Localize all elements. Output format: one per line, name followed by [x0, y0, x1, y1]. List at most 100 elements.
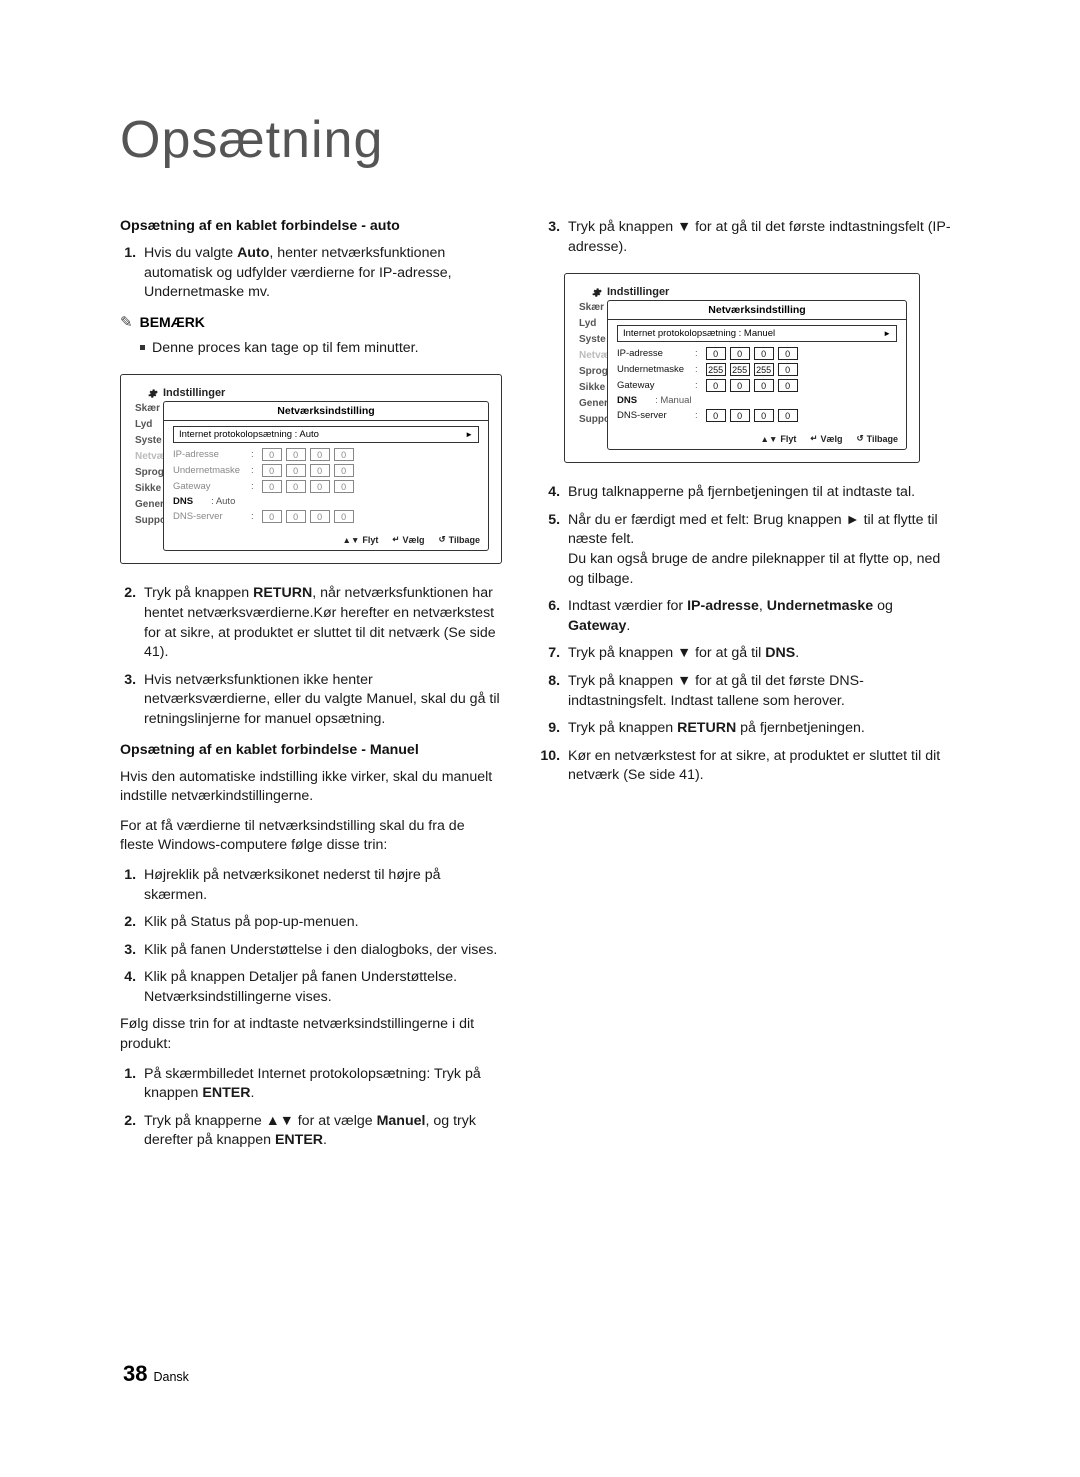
figure-panel: Netværksindstilling Internet protokolops… — [607, 300, 907, 450]
ip-row: IP-adresse:0000 — [173, 448, 479, 461]
ip-octet: 0 — [754, 347, 774, 360]
enter-icon: ↵ — [392, 534, 399, 545]
gear-icon — [591, 287, 602, 298]
figure-settings-manual: Indstillinger SkærLydSysteNetvæSprogSikk… — [564, 273, 920, 463]
ip-row: Undernetmaske:2552552550 — [617, 363, 897, 376]
footer-select: Vælg — [403, 535, 425, 545]
body-text: Følg disse trin for at indtaste netværks… — [120, 1015, 502, 1054]
list-item: Tryk på knapperne ▲▼ for at vælge Manuel… — [140, 1112, 502, 1151]
list-item: Klik på knappen Detaljer på fanen Unders… — [140, 968, 502, 1007]
ip-octet: 0 — [310, 448, 330, 461]
ip-octet: 0 — [262, 510, 282, 523]
dns-server-row: DNS-server:0000 — [173, 510, 479, 523]
list-item: Brug talknapperne på fjernbetjeningen ti… — [564, 483, 952, 503]
text: . — [323, 1132, 327, 1148]
footer-back: Tilbage — [449, 535, 480, 545]
updown-icon: ▲▼ — [761, 434, 778, 444]
panel-heading: Netværksindstilling — [608, 301, 906, 320]
return-icon: ↺ — [439, 534, 446, 545]
ip-octet: 0 — [730, 409, 750, 422]
note-label: BEMÆRK — [140, 314, 205, 330]
list-item: Højreklik på netværksikonet nederst til … — [140, 866, 502, 905]
ip-label: Undernetmaske — [617, 364, 689, 375]
select-label: Internet protokolopsætning : Manuel — [623, 328, 775, 339]
ip-octet: 0 — [334, 510, 354, 523]
list-item: Kør en netværkstest for at sikre, at pro… — [564, 747, 952, 786]
gear-icon — [147, 388, 158, 399]
ip-label: IP-adresse — [173, 449, 245, 460]
note-bullets: Denne proces kan tage op til fem minutte… — [120, 339, 502, 359]
ip-octet: 0 — [778, 363, 798, 376]
figure-header-title: Indstillinger — [163, 387, 225, 399]
dns-value: : Auto — [211, 496, 235, 507]
ip-octet: 0 — [334, 448, 354, 461]
left-column: Opsætning af en kablet forbindelse - aut… — [120, 218, 502, 1159]
ip-octet: 0 — [706, 379, 726, 392]
ip-label: Gateway — [617, 380, 689, 391]
ip-octet: 0 — [778, 379, 798, 392]
protocol-select: Internet protokolopsætning : Manuel ► — [617, 325, 897, 342]
auto-steps-list-1: Hvis du valgte Auto, henter netværksfunk… — [120, 244, 502, 303]
text: og — [873, 598, 893, 614]
page-number: 38 — [123, 1361, 147, 1387]
ip-octet: 0 — [334, 464, 354, 477]
heading-auto: Opsætning af en kablet forbindelse - aut… — [120, 218, 502, 234]
ip-label: Undernetmaske — [173, 465, 245, 476]
right-column: Tryk på knappen ▼ for at gå til det førs… — [544, 218, 952, 1159]
list-item: Tryk på knappen ▼ for at gå til DNS. — [564, 644, 952, 664]
ip-octet: 255 — [706, 363, 726, 376]
page-title: Opsætning — [120, 110, 965, 170]
select-label: Internet protokolopsætning : Auto — [179, 429, 319, 440]
text: Du kan også bruge de andre pileknapper t… — [568, 551, 940, 587]
manual-steps-b: På skærmbilledet Internet protokolopsætn… — [120, 1065, 502, 1151]
ip-octet: 0 — [310, 510, 330, 523]
ip-octet: 0 — [310, 480, 330, 493]
auto-steps-list-2: Tryk på knappen RETURN, når netværksfunk… — [120, 584, 502, 729]
list-item: Klik på fanen Understøttelse i den dialo… — [140, 941, 502, 961]
panel-heading: Netværksindstilling — [164, 402, 488, 421]
ip-octet: 255 — [754, 363, 774, 376]
text-bold: Auto — [237, 245, 269, 261]
ip-octet: 0 — [754, 379, 774, 392]
page-footer: 38 Dansk — [123, 1361, 189, 1387]
dns-server-row: DNS-server:0000 — [617, 409, 897, 422]
list-item: Tryk på knappen ▼ for at gå til det førs… — [564, 218, 952, 257]
manual-steps-a: Højreklik på netværksikonet nederst til … — [120, 866, 502, 1008]
ip-octet: 0 — [778, 409, 798, 422]
ip-row: Gateway:0000 — [617, 379, 897, 392]
text-bold: Gateway — [568, 618, 626, 634]
text-bold: ENTER — [275, 1132, 323, 1148]
ip-octet: 0 — [262, 448, 282, 461]
text-bold: RETURN — [253, 585, 312, 601]
text: Tryk på knappen ▼ for at gå til — [568, 645, 765, 661]
ip-octet: 0 — [286, 464, 306, 477]
ip-octet: 0 — [286, 510, 306, 523]
text: Indtast værdier for — [568, 598, 687, 614]
ip-octet: 0 — [730, 379, 750, 392]
text: . — [626, 618, 630, 634]
ip-label: IP-adresse — [617, 348, 689, 359]
body-text: Hvis den automatiske indstilling ikke vi… — [120, 768, 502, 807]
ip-octet: 0 — [754, 409, 774, 422]
chevron-right-icon: ► — [883, 329, 891, 338]
panel-footer: ▲▼Flyt ↵ Vælg ↺Tilbage — [164, 530, 488, 550]
footer-move: Flyt — [780, 434, 796, 444]
updown-icon: ▲▼ — [343, 535, 360, 545]
chevron-right-icon: ► — [465, 430, 473, 439]
list-item: Indtast værdier for IP-adresse, Undernet… — [564, 597, 952, 636]
note-icon: ✎ — [120, 313, 133, 331]
footer-move: Flyt — [362, 535, 378, 545]
text: . — [250, 1085, 254, 1101]
text: Tryk på knappen — [568, 720, 677, 736]
ip-octet: 0 — [262, 480, 282, 493]
body-text: For at få værdierne til netværksindstill… — [120, 817, 502, 856]
ip-row: Gateway:0000 — [173, 480, 479, 493]
panel-footer: ▲▼Flyt ↵Vælg ↺Tilbage — [608, 429, 906, 449]
dns-label: DNS — [617, 395, 637, 406]
protocol-select: Internet protokolopsætning : Auto ► — [173, 426, 479, 443]
ip-octet: 0 — [286, 480, 306, 493]
return-icon: ↺ — [857, 433, 864, 444]
ip-octet: 0 — [706, 409, 726, 422]
ip-octet: 0 — [706, 347, 726, 360]
text: Tryk på knappen — [144, 585, 253, 601]
